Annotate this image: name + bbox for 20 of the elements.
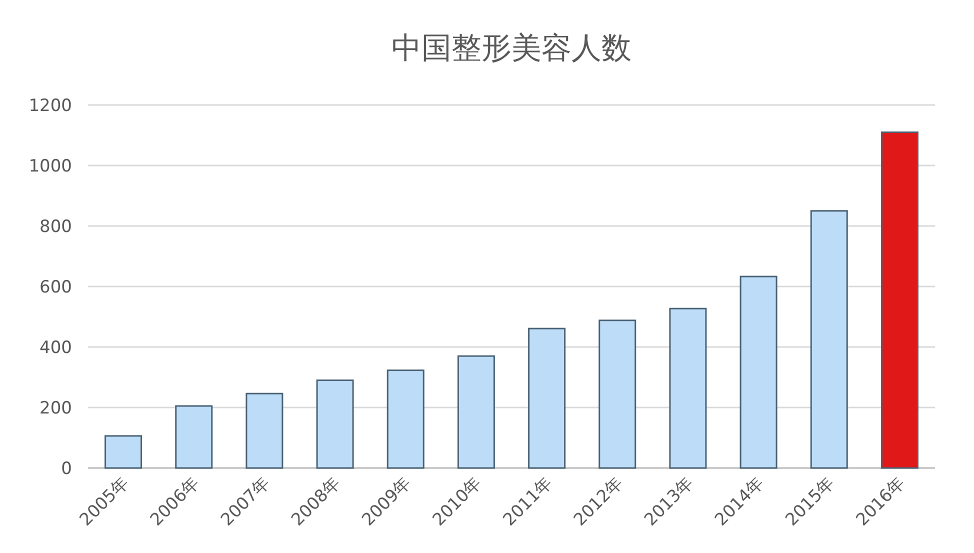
bar <box>457 355 495 469</box>
bar <box>175 405 213 469</box>
bar <box>598 320 636 469</box>
y-tick-label: 200 <box>40 398 72 418</box>
bar <box>246 392 284 469</box>
bar <box>316 380 354 469</box>
bar <box>528 328 566 469</box>
y-tick-label: 600 <box>40 278 72 298</box>
bar <box>104 435 142 469</box>
y-tick-label: 1000 <box>28 156 72 176</box>
bar <box>386 370 424 469</box>
y-tick-label: 0 <box>61 459 72 479</box>
chart-title: 中国整形美容人数 <box>392 31 632 66</box>
y-tick-label: 400 <box>40 338 72 358</box>
bar <box>669 308 707 469</box>
y-tick-label: 800 <box>40 217 72 237</box>
bar <box>810 210 848 469</box>
bar <box>740 276 778 469</box>
y-tick-label: 1200 <box>28 96 72 116</box>
bar <box>880 131 918 469</box>
